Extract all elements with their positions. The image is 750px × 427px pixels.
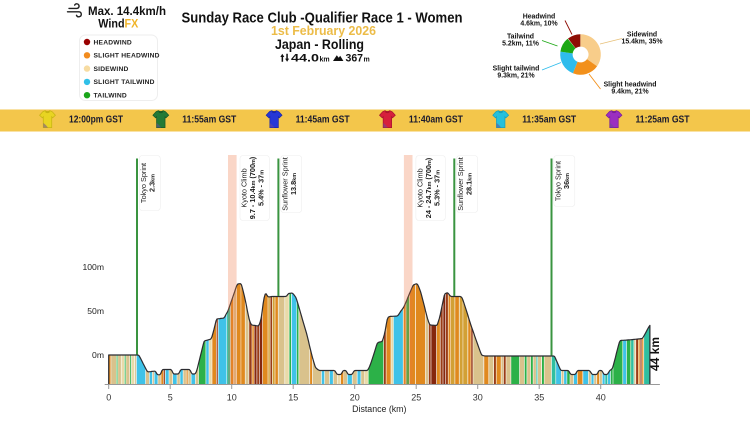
svg-text:2.3km: 2.3km xyxy=(147,174,156,192)
svg-text:11:45am GST: 11:45am GST xyxy=(296,115,351,126)
svg-text:15.4km, 35%: 15.4km, 35% xyxy=(622,39,663,46)
svg-text:0m: 0m xyxy=(92,350,104,360)
svg-text:20: 20 xyxy=(350,393,360,403)
svg-text:4.6km, 10%: 4.6km, 10% xyxy=(520,21,557,28)
svg-text:km: km xyxy=(320,56,330,63)
svg-text:Tailwind: Tailwind xyxy=(507,34,534,41)
svg-text:30: 30 xyxy=(473,393,483,403)
svg-text:m: m xyxy=(364,56,370,63)
svg-text:10: 10 xyxy=(227,393,237,403)
svg-text:Kyoto Climb: Kyoto Climb xyxy=(416,168,425,207)
svg-text:5: 5 xyxy=(168,393,173,403)
svg-text:9.3km, 21%: 9.3km, 21% xyxy=(497,73,534,80)
svg-text:5.3% - 37m: 5.3% - 37m xyxy=(433,170,442,206)
svg-text:Distance (km): Distance (km) xyxy=(352,404,406,414)
svg-text:11:35am GST: 11:35am GST xyxy=(522,115,577,126)
svg-text:WindFX: WindFX xyxy=(98,17,138,31)
svg-text:9.4km, 21%: 9.4km, 21% xyxy=(611,89,648,96)
svg-text:SIDEWIND: SIDEWIND xyxy=(94,66,129,73)
svg-text:Sunflower Sprint: Sunflower Sprint xyxy=(456,157,465,211)
svg-text:44 km: 44 km xyxy=(648,337,662,371)
svg-text:36km: 36km xyxy=(562,173,571,189)
svg-text:13.8km: 13.8km xyxy=(289,173,298,195)
svg-text:11:25am GST: 11:25am GST xyxy=(636,115,691,126)
svg-text:24 - 24.7km (700m): 24 - 24.7km (700m) xyxy=(424,157,433,218)
svg-text:15: 15 xyxy=(288,393,298,403)
svg-text:35: 35 xyxy=(534,393,544,403)
svg-text:5.2km, 11%: 5.2km, 11% xyxy=(502,41,539,48)
svg-text:TAILWIND: TAILWIND xyxy=(94,93,127,100)
svg-text:Headwind: Headwind xyxy=(523,14,556,21)
svg-text:40: 40 xyxy=(596,393,606,403)
svg-text:367: 367 xyxy=(346,52,364,64)
svg-text:Max. 14.4km/h: Max. 14.4km/h xyxy=(88,4,166,18)
svg-text:Tokyo Sprint: Tokyo Sprint xyxy=(553,161,562,201)
svg-text:5.4% - 37m: 5.4% - 37m xyxy=(257,170,266,206)
svg-text:Sunflower Sprint: Sunflower Sprint xyxy=(280,157,289,211)
svg-text:11:40am GST: 11:40am GST xyxy=(409,115,464,126)
svg-text:SLIGHT HEADWIND: SLIGHT HEADWIND xyxy=(94,53,160,60)
svg-text:Tokyo Sprint: Tokyo Sprint xyxy=(139,163,148,203)
svg-text:0: 0 xyxy=(106,393,111,403)
svg-text:Slight headwind: Slight headwind xyxy=(604,82,657,89)
svg-text:Slight tailwind: Slight tailwind xyxy=(493,66,540,73)
svg-text:44.0: 44.0 xyxy=(291,52,319,64)
svg-text:Japan - Rolling: Japan - Rolling xyxy=(275,37,364,52)
svg-text:11:55am GST: 11:55am GST xyxy=(182,115,237,126)
svg-text:Sunday Race Club -Qualifier Ra: Sunday Race Club -Qualifier Race 1 - Wom… xyxy=(182,9,463,26)
svg-text:50m: 50m xyxy=(87,306,104,316)
svg-text:Kyoto Climb: Kyoto Climb xyxy=(240,168,249,207)
svg-text:1st February 2026: 1st February 2026 xyxy=(271,23,376,38)
svg-text:25: 25 xyxy=(411,393,421,403)
svg-text:9.7 - 10.4km (700m): 9.7 - 10.4km (700m) xyxy=(248,156,257,219)
svg-text:28.1km: 28.1km xyxy=(465,173,474,195)
svg-text:100m: 100m xyxy=(83,262,105,272)
svg-text:HEADWIND: HEADWIND xyxy=(94,39,132,46)
svg-text:Sidewind: Sidewind xyxy=(627,32,657,39)
svg-text:12:00pm GST: 12:00pm GST xyxy=(69,115,124,126)
svg-text:SLIGHT TAILWIND: SLIGHT TAILWIND xyxy=(94,79,155,86)
